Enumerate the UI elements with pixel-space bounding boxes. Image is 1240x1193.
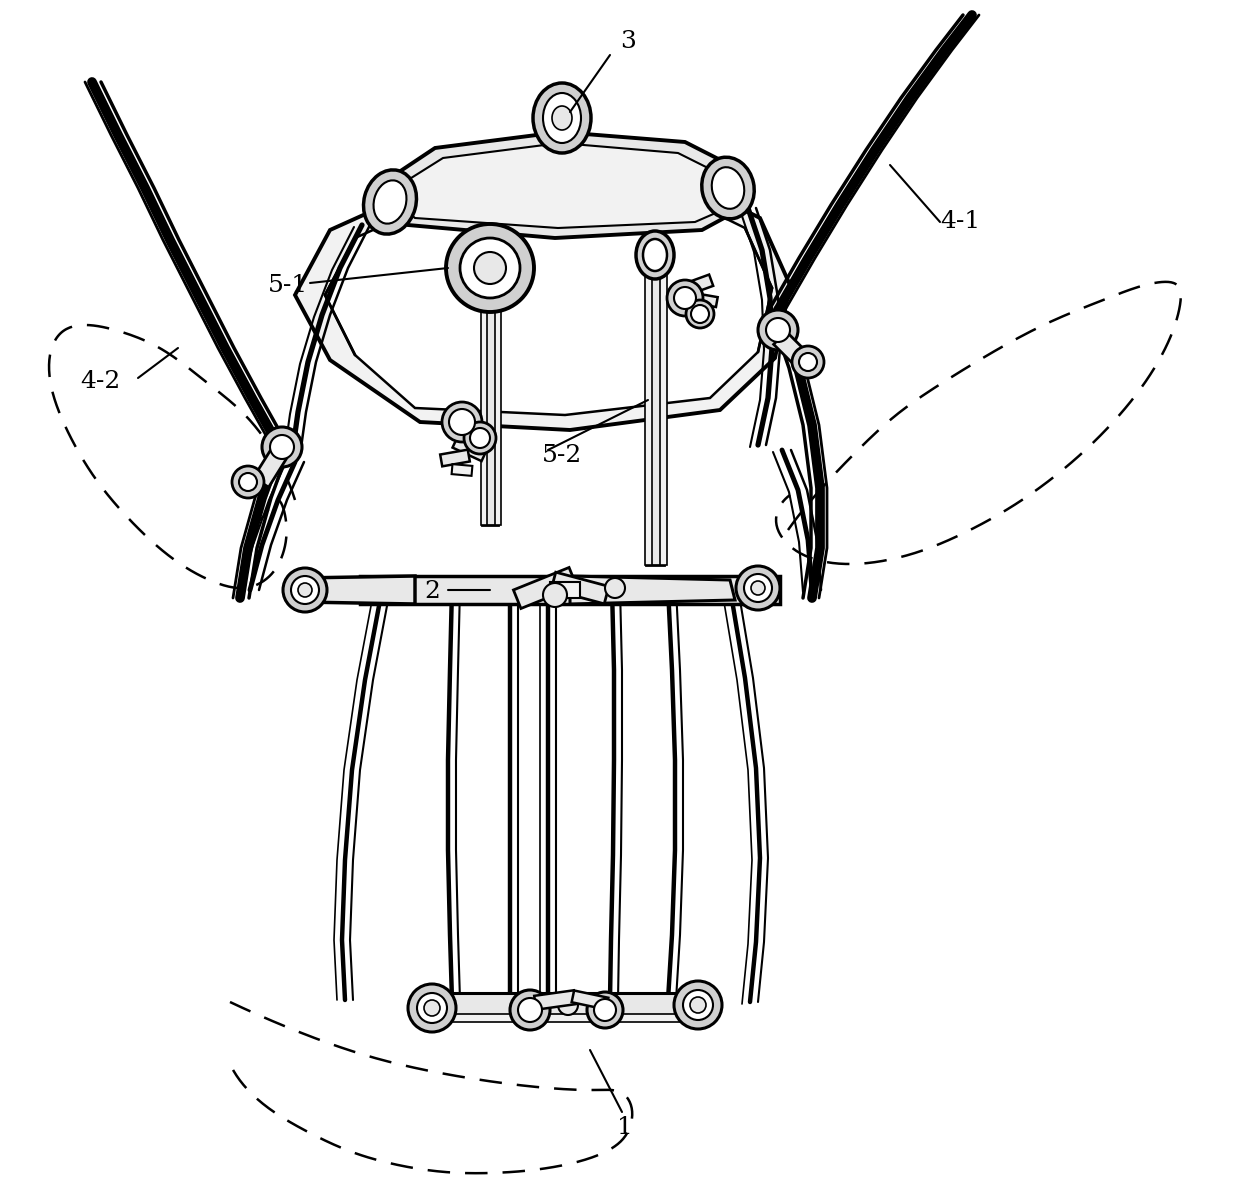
Circle shape [424, 1000, 440, 1016]
Circle shape [408, 984, 456, 1032]
Polygon shape [253, 449, 286, 487]
Polygon shape [551, 582, 580, 598]
Polygon shape [482, 265, 498, 525]
Circle shape [270, 435, 294, 459]
Text: 5-1: 5-1 [268, 273, 308, 297]
Text: 3: 3 [620, 31, 636, 54]
Circle shape [449, 409, 475, 435]
Polygon shape [692, 293, 718, 307]
Ellipse shape [363, 169, 417, 234]
Polygon shape [425, 993, 706, 1016]
Text: 2: 2 [424, 581, 440, 604]
Polygon shape [300, 576, 415, 604]
Ellipse shape [373, 180, 407, 223]
Polygon shape [453, 435, 487, 462]
Polygon shape [325, 183, 773, 415]
Circle shape [262, 427, 303, 466]
Text: 4-1: 4-1 [940, 210, 980, 234]
Circle shape [691, 305, 709, 323]
Circle shape [605, 577, 625, 598]
Circle shape [441, 402, 482, 441]
Circle shape [744, 574, 773, 602]
Circle shape [518, 999, 542, 1022]
Circle shape [587, 993, 622, 1028]
Polygon shape [572, 990, 609, 1009]
Circle shape [543, 583, 567, 607]
Circle shape [232, 466, 264, 497]
Circle shape [799, 353, 817, 371]
Polygon shape [774, 332, 811, 369]
Ellipse shape [636, 231, 675, 279]
Polygon shape [360, 576, 780, 604]
Circle shape [470, 428, 490, 449]
Circle shape [474, 252, 506, 284]
Polygon shape [646, 255, 663, 565]
Circle shape [417, 993, 446, 1024]
Polygon shape [551, 573, 609, 604]
Circle shape [558, 995, 578, 1015]
Circle shape [758, 310, 799, 350]
Circle shape [446, 224, 534, 313]
Circle shape [283, 568, 327, 612]
Polygon shape [660, 255, 667, 565]
Polygon shape [534, 990, 575, 1009]
Ellipse shape [552, 106, 572, 130]
Polygon shape [645, 255, 651, 565]
Ellipse shape [644, 239, 667, 271]
Ellipse shape [702, 157, 754, 218]
Circle shape [689, 997, 706, 1013]
Text: 5-2: 5-2 [542, 444, 582, 466]
Circle shape [675, 981, 722, 1030]
Circle shape [792, 346, 825, 378]
Circle shape [766, 319, 790, 342]
Circle shape [460, 237, 520, 298]
Circle shape [510, 990, 551, 1030]
Circle shape [667, 280, 703, 316]
Circle shape [239, 472, 257, 492]
Polygon shape [513, 568, 577, 608]
Polygon shape [388, 132, 748, 237]
Circle shape [594, 999, 616, 1021]
Circle shape [298, 583, 312, 596]
Polygon shape [481, 265, 487, 525]
Ellipse shape [543, 93, 582, 143]
Circle shape [686, 299, 714, 328]
Polygon shape [495, 265, 501, 525]
Polygon shape [396, 143, 734, 228]
Circle shape [675, 288, 696, 309]
Ellipse shape [712, 167, 744, 209]
Circle shape [464, 422, 496, 455]
Circle shape [751, 581, 765, 595]
Polygon shape [295, 168, 790, 429]
Polygon shape [435, 1014, 694, 1022]
Ellipse shape [533, 84, 591, 153]
Polygon shape [451, 464, 472, 476]
Polygon shape [440, 450, 470, 466]
Polygon shape [683, 274, 713, 296]
Text: 4-2: 4-2 [79, 371, 120, 394]
Polygon shape [570, 576, 735, 604]
Text: 1: 1 [618, 1117, 632, 1139]
Circle shape [683, 990, 713, 1020]
Circle shape [291, 576, 319, 604]
Circle shape [737, 565, 780, 610]
